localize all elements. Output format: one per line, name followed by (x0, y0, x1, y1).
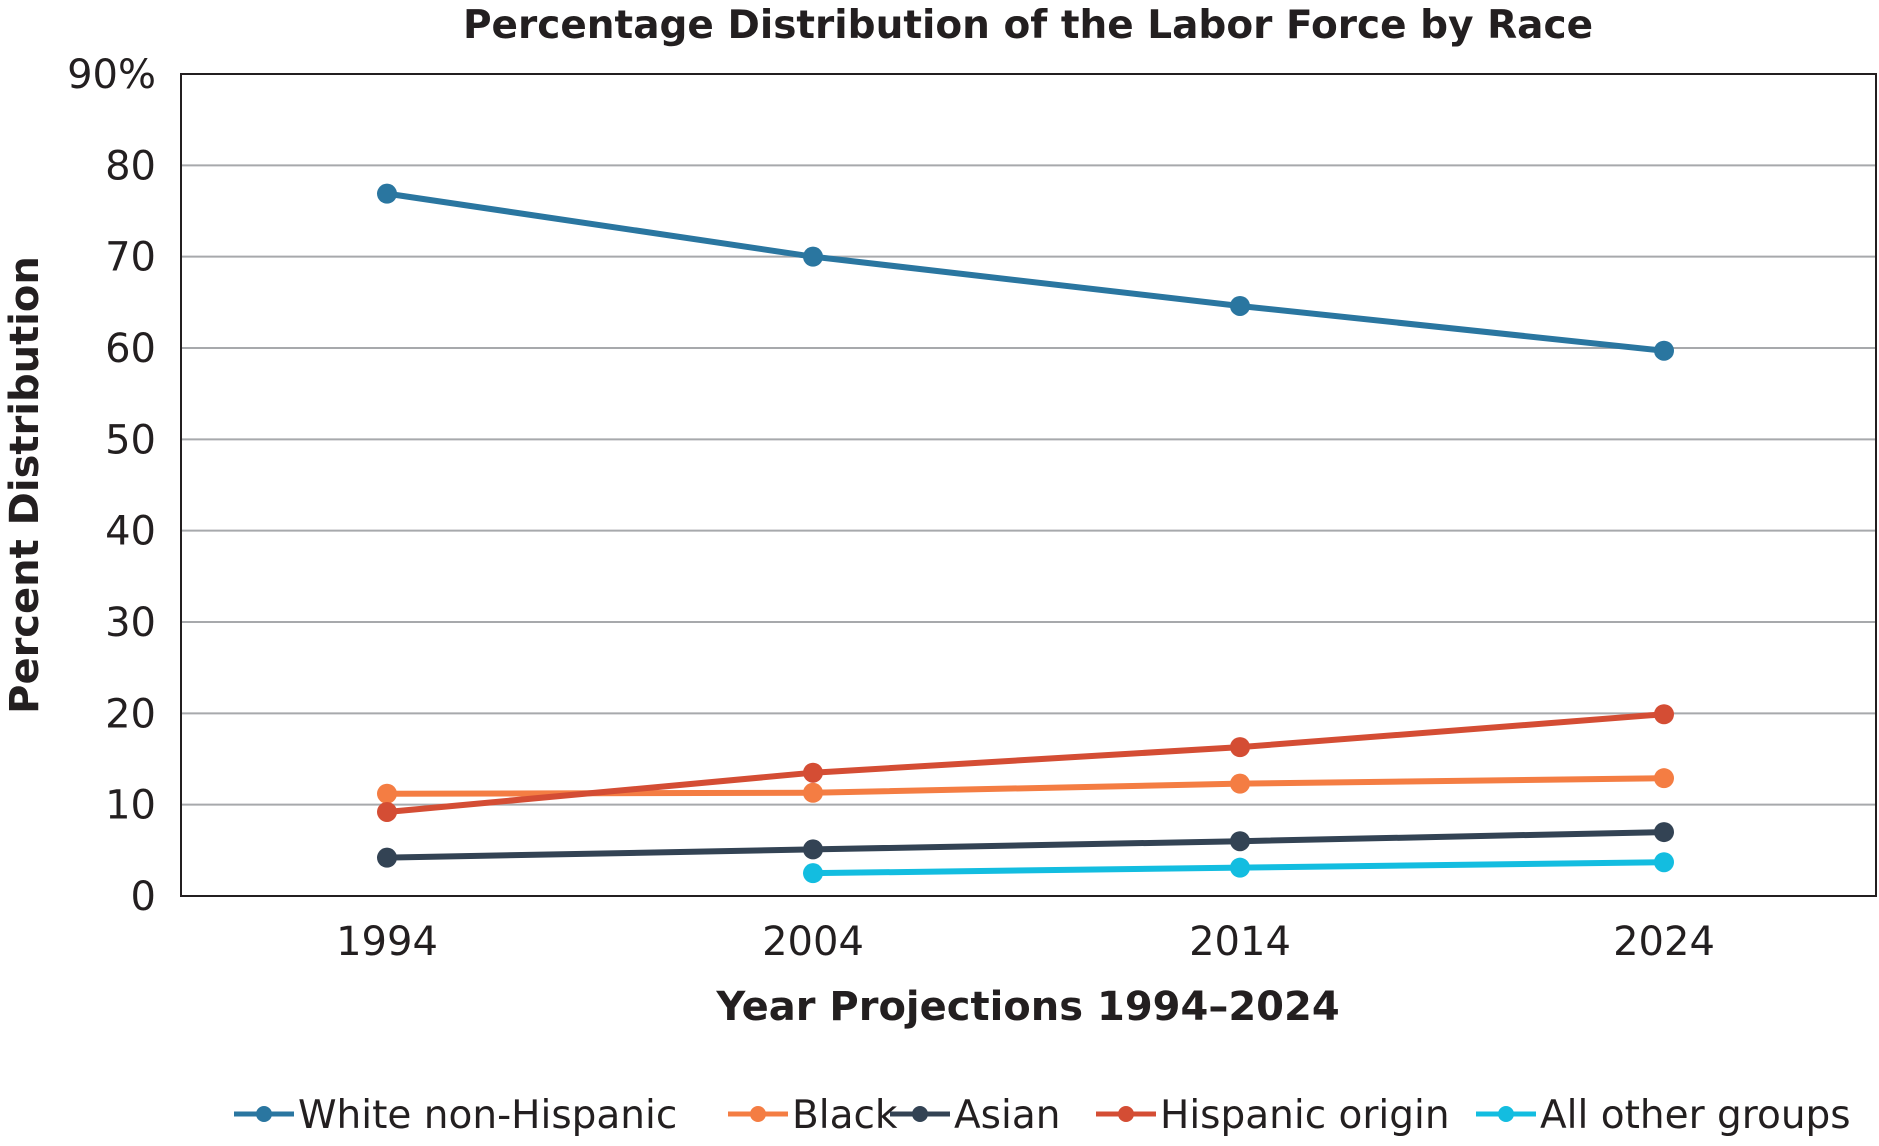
y-tick-label: 20 (105, 691, 156, 737)
data-point (377, 183, 397, 204)
data-point (1230, 295, 1250, 316)
legend: White non-Hispanic Black Asian Hispanic ori… (234, 1093, 1851, 1138)
data-point (377, 847, 397, 868)
y-tick-label: 10 (105, 783, 156, 829)
y-axis-label: Percent Distribution (2, 256, 48, 714)
data-point (1230, 831, 1250, 852)
series-asian (377, 822, 1674, 868)
series-line (386, 711, 1665, 815)
x-axis-label: Year Projections 1994–2024 (715, 984, 1339, 1030)
data-point (803, 863, 823, 884)
x-axis-ticks: 1994 2004 2014 2024 (336, 919, 1715, 965)
series-line (386, 829, 1665, 861)
data-point (377, 801, 397, 822)
data-point (1654, 852, 1674, 873)
legend-marker (1118, 1106, 1134, 1122)
y-tick-label: 90% (67, 52, 156, 98)
data-point (803, 762, 823, 783)
data-point (1230, 773, 1250, 794)
legend-label: All other groups (1540, 1093, 1851, 1138)
data-point (1230, 737, 1250, 758)
plot-frame (180, 73, 1877, 897)
legend-label: Hispanic origin (1160, 1093, 1450, 1138)
series-white-non-hispanic (377, 183, 1674, 361)
y-tick-label: 80 (105, 143, 156, 189)
y-tick-label: 30 (105, 600, 156, 646)
legend-label: Asian (954, 1093, 1060, 1138)
legend-label: White non-Hispanic (298, 1093, 677, 1138)
gridlines (181, 164, 1876, 806)
y-tick-label: 0 (131, 874, 156, 920)
legend-item: Hispanic origin (1096, 1093, 1450, 1138)
legend-item: All other groups (1476, 1093, 1851, 1138)
x-tick-label: 1994 (336, 919, 438, 965)
legend-marker (750, 1106, 766, 1122)
data-point (1230, 857, 1250, 878)
legend-marker (912, 1106, 928, 1122)
x-tick-label: 2004 (762, 919, 864, 965)
x-tick-label: 2014 (1189, 919, 1291, 965)
data-point (803, 839, 823, 860)
data-point (1654, 704, 1674, 725)
y-tick-label: 60 (105, 326, 156, 372)
series-black (377, 768, 1674, 804)
series-all-other-groups (803, 852, 1674, 884)
series-group (377, 183, 1674, 884)
y-axis-ticks: 0 10 20 30 40 50 60 70 80 90% (67, 52, 156, 920)
data-point (1654, 340, 1674, 361)
legend-marker (1498, 1106, 1514, 1122)
legend-item: Black (728, 1093, 898, 1138)
y-tick-label: 70 (105, 235, 156, 281)
legend-label: Black (792, 1093, 898, 1138)
series-line (386, 190, 1665, 354)
legend-item: White non-Hispanic (234, 1093, 677, 1138)
x-tick-label: 2024 (1613, 919, 1715, 965)
y-tick-label: 40 (105, 509, 156, 555)
data-point (803, 782, 823, 803)
legend-item: Asian (890, 1093, 1060, 1138)
data-point (1654, 822, 1674, 843)
data-point (803, 246, 823, 267)
data-point (1654, 768, 1674, 789)
chart-title: Percentage Distribution of the Labor For… (463, 3, 1593, 48)
y-tick-label: 50 (105, 417, 156, 463)
data-point (377, 783, 397, 804)
series-hispanic-origin (377, 704, 1674, 822)
legend-marker (256, 1106, 272, 1122)
